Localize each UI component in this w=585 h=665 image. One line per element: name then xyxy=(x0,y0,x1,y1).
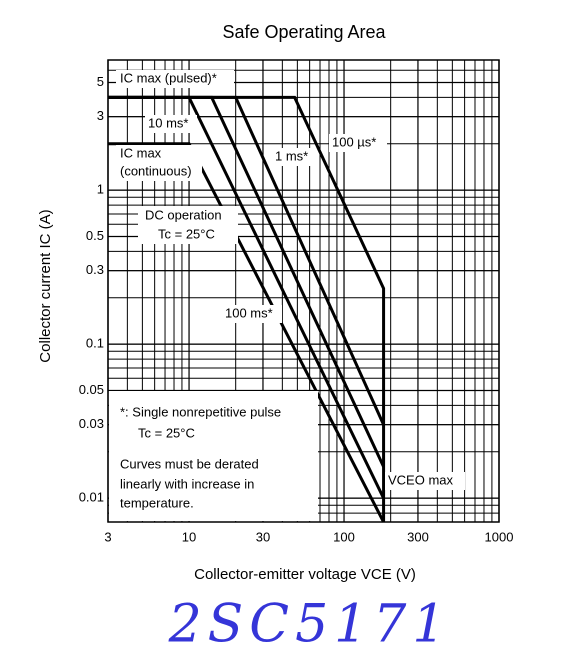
x-tick-label: 10 xyxy=(182,529,196,544)
y-tick-label: 1 xyxy=(97,182,104,197)
annotation: VCEO max xyxy=(388,472,454,487)
chart-title: Safe Operating Area xyxy=(222,22,386,42)
series-label: 1 ms* xyxy=(275,148,308,163)
note: temperature. xyxy=(120,495,194,510)
x-tick-label: 300 xyxy=(407,529,429,544)
y-tick-label: 0.03 xyxy=(79,416,104,431)
lines xyxy=(108,95,386,523)
x-tick-label: 1000 xyxy=(485,529,514,544)
label-bg xyxy=(138,206,238,244)
y-tick-label: 0.05 xyxy=(79,382,104,397)
annotation: (continuous) xyxy=(120,163,192,178)
annotation: IC max (pulsed)* xyxy=(120,70,217,85)
label-bg xyxy=(272,148,316,166)
y-axis-label: Collector current IC (A) xyxy=(37,209,54,362)
series-label: 100 µs* xyxy=(332,134,376,149)
y-tick-label: 0.5 xyxy=(86,228,104,243)
note-box xyxy=(109,391,318,521)
series-label: 10 ms* xyxy=(148,115,188,130)
label-bg xyxy=(385,472,465,490)
labels: IC max (pulsed)* 10 ms* IC max (continuo… xyxy=(109,70,465,521)
note: *: Single nonrepetitive pulse xyxy=(120,404,281,419)
x-tick-label: 3 xyxy=(104,529,111,544)
y-tick-label: 0.01 xyxy=(79,490,104,505)
label-bg xyxy=(116,145,202,181)
y-tick-label: 0.1 xyxy=(86,336,104,351)
note: Tc = 25°C xyxy=(138,425,195,440)
label-bg xyxy=(116,70,234,88)
plot-frame xyxy=(107,59,500,523)
series-label: DC operation xyxy=(145,207,222,222)
x-tick-label: 30 xyxy=(256,529,270,544)
annotation: Tc = 25°C xyxy=(158,226,215,241)
handwriting: 2SC5171 xyxy=(168,595,452,655)
annotation: IC max xyxy=(120,145,162,160)
note: Curves must be derated xyxy=(120,456,259,471)
note: linearly with increase in xyxy=(120,476,254,491)
label-bg xyxy=(222,305,282,323)
y-tick-label: 0.3 xyxy=(86,262,104,277)
label-bg xyxy=(329,134,387,152)
x-tick-label: 100 xyxy=(333,529,355,544)
series-line xyxy=(108,95,385,499)
label-bg xyxy=(145,115,197,133)
series-line xyxy=(108,142,385,523)
x-axis-label: Collector-emitter voltage VCE (V) xyxy=(194,566,416,583)
y-tick-label: 3 xyxy=(97,108,104,123)
series-label: 100 ms* xyxy=(225,305,273,320)
y-tick-label: 5 xyxy=(97,74,104,89)
